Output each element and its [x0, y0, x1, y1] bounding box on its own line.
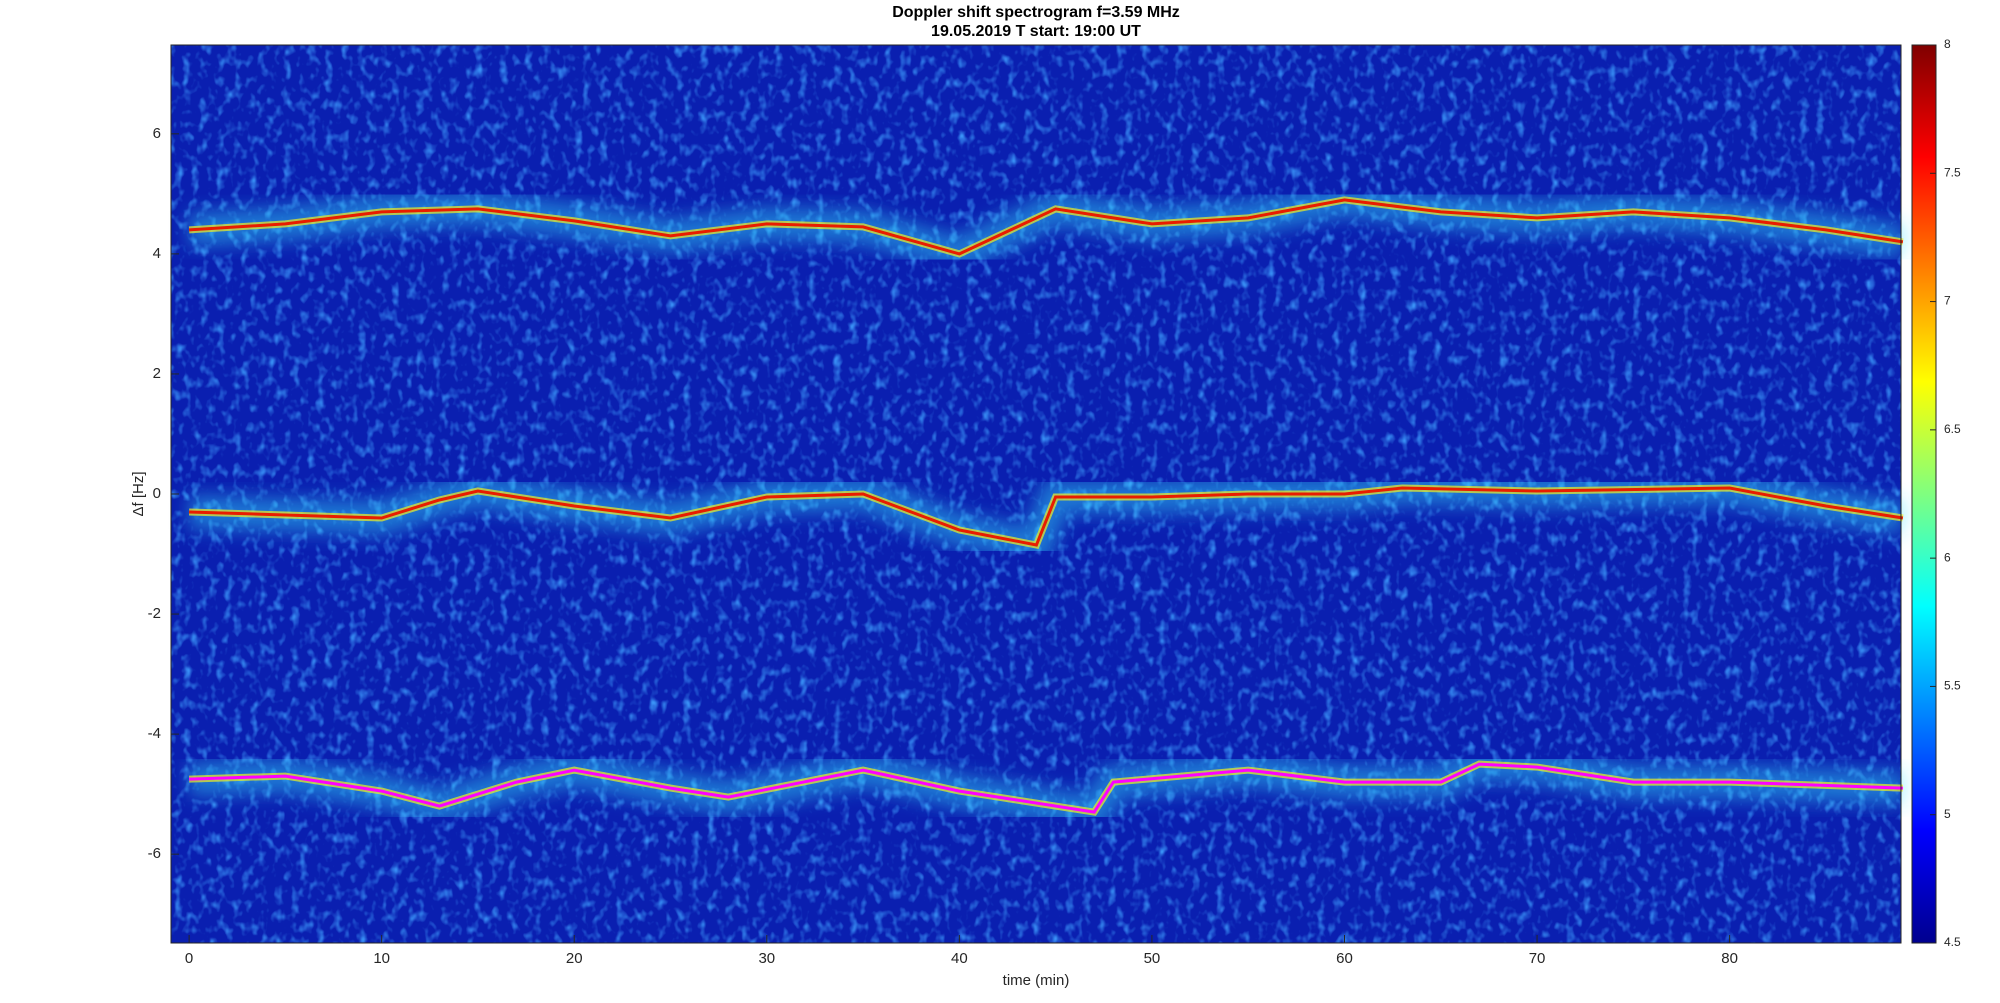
colorbar-tick-label: 5 — [1944, 807, 1951, 821]
colorbar-tick-label: 8 — [1944, 37, 1951, 51]
x-tick-label: 20 — [566, 950, 583, 967]
x-tick-label: 70 — [1529, 950, 1546, 967]
chart-subtitle: 19.05.2019 T start: 19:00 UT — [931, 23, 1141, 40]
colorbar-tick-label: 7 — [1944, 294, 1951, 308]
colorbar — [1911, 44, 1937, 944]
y-tick-label: 0 — [153, 485, 161, 502]
x-tick-label: 0 — [185, 950, 193, 967]
x-tick-label: 40 — [951, 950, 968, 967]
colorbar-tick-label: 4.5 — [1944, 935, 1961, 949]
y-axis-label: Δf [Hz] — [130, 471, 147, 516]
chart-title: Doppler shift spectrogram f=3.59 MHz — [892, 4, 1180, 21]
colorbar-tick-label: 7.5 — [1944, 165, 1961, 179]
y-tick-label: -6 — [148, 845, 161, 862]
x-axis-label: time (min) — [1003, 972, 1070, 989]
trace-line — [189, 762, 1903, 814]
colorbar-tick-label: 5.5 — [1944, 679, 1961, 693]
y-tick-label: 2 — [153, 365, 161, 382]
y-tick-label: -4 — [148, 725, 161, 742]
colorbar-tick-label: 6 — [1944, 550, 1951, 564]
y-tick-label: -2 — [148, 605, 161, 622]
x-tick-label: 80 — [1721, 950, 1738, 967]
trace-line — [189, 198, 1904, 256]
x-tick-label: 50 — [1144, 950, 1161, 967]
x-tick-label: 30 — [758, 950, 775, 967]
y-tick-label: 4 — [153, 245, 161, 262]
colorbar-tick-label: 6.5 — [1944, 422, 1961, 436]
x-tick-label: 60 — [1336, 950, 1353, 967]
x-tick-label: 10 — [373, 950, 390, 967]
trace-line — [189, 486, 1904, 547]
y-tick-label: 6 — [153, 125, 161, 142]
